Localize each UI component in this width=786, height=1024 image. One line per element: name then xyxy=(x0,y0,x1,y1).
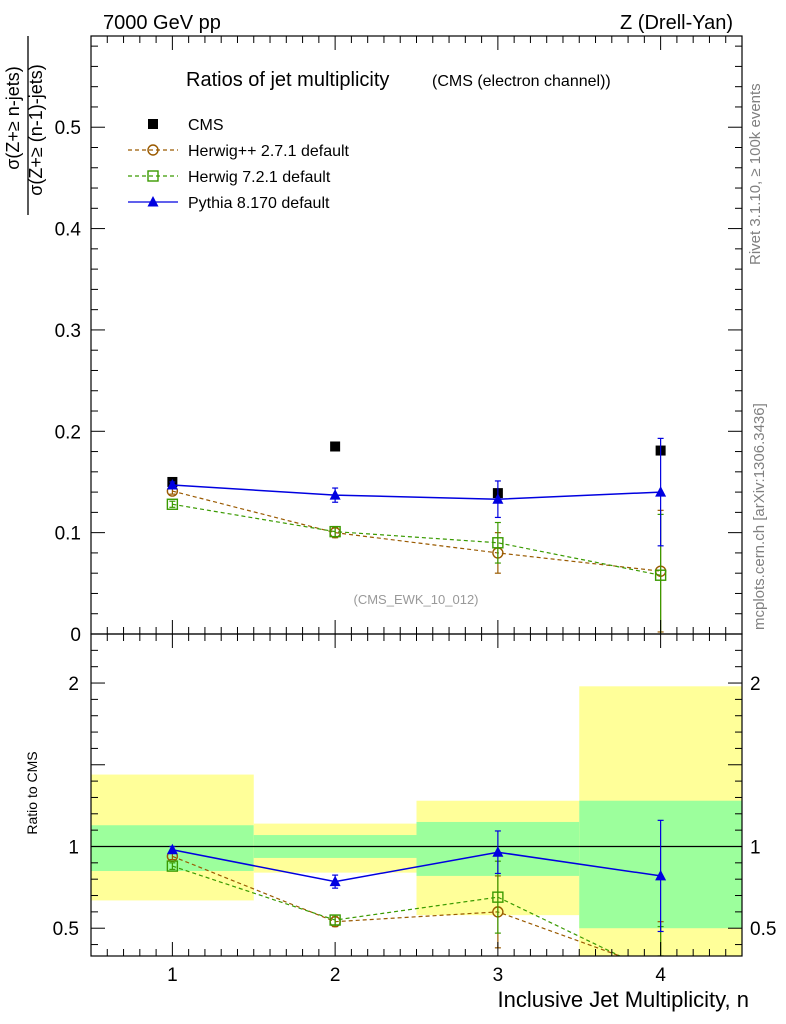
legend-item-herwigpp: Herwig++ 2.7.1 default xyxy=(128,143,350,160)
main-point-pythia xyxy=(492,493,504,504)
chart-title: Ratios of jet multiplicity xyxy=(186,69,389,91)
legend-label-herwigpp: Herwig++ 2.7.1 default xyxy=(188,143,350,160)
x-tick-label: 1 xyxy=(167,965,178,986)
ratio-series-pythia xyxy=(166,819,667,933)
ratio-panel-bands xyxy=(91,686,742,956)
ratio-point-herwig7 xyxy=(492,891,504,903)
ratio-point-pythia xyxy=(492,846,504,857)
main-panel-plot xyxy=(166,437,667,634)
x-axis-label: Inclusive Jet Multiplicity, n xyxy=(498,987,749,1012)
ratio-y-tick-label-left: 0.5 xyxy=(53,919,79,940)
legend-label-cms: CMS xyxy=(188,117,224,134)
ratio-y-tick-label-right: 0.5 xyxy=(750,919,776,940)
ratio-point-herwig7 xyxy=(166,860,179,872)
main-y-tick-label: 0.3 xyxy=(55,321,81,342)
ratio-line-pythia xyxy=(172,849,661,883)
legend-marker-cms xyxy=(148,119,158,129)
ratio-y-tick-label-right: 1 xyxy=(750,837,761,858)
main-y-tick-label: 0 xyxy=(70,625,81,646)
ratio-point-pythia xyxy=(655,869,667,881)
ratio-series-herwig7 xyxy=(166,860,664,956)
main-y-tick-label: 0.4 xyxy=(55,220,82,241)
ratio-line-herwig7 xyxy=(172,865,622,956)
main-point-herwig7 xyxy=(654,569,667,581)
rivet-version-label: Rivet 3.1.10, ≥ 100k events xyxy=(747,83,764,265)
main-point-herwig7 xyxy=(492,537,504,549)
main-series-herwigpp xyxy=(166,485,667,633)
y-label-numerator: σ(Z+≥ n-jets) xyxy=(3,66,23,170)
analysis-id-label: (CMS_EWK_10_012) xyxy=(354,592,479,607)
main-series-herwig7 xyxy=(166,498,667,634)
main-point-herwig7 xyxy=(166,498,179,510)
ratio-panel-frame: 0.5 0.5 1 1 2 2 1 2 3 4 xyxy=(53,633,776,986)
main-point-herwig7 xyxy=(329,525,341,538)
ratio-point-pythia xyxy=(329,875,341,887)
main-y-tick-label: 0.5 xyxy=(55,118,81,139)
ratio-panel-plot xyxy=(166,819,667,956)
main-line-herwig7 xyxy=(172,503,661,576)
ratio-y-axis-label: Ratio to CMS xyxy=(24,751,40,834)
ratio-point-pythia xyxy=(166,843,178,855)
ratio-y-tick-label-left: 2 xyxy=(68,674,79,695)
legend-label-pythia: Pythia 8.170 default xyxy=(188,195,330,212)
chart-subtitle: (CMS (electron channel)) xyxy=(432,73,611,90)
main-y-tick-label: 0.1 xyxy=(55,524,81,545)
legend-label-herwig7: Herwig 7.2.1 default xyxy=(188,169,331,186)
main-point-pythia xyxy=(166,479,178,490)
mcplots-reference-label: mcplots.cern.ch [arXiv:1306.3436] xyxy=(751,403,768,630)
ratio-y-tick-label-right: 2 xyxy=(750,674,761,695)
main-y-tick-label: 0.2 xyxy=(55,422,81,443)
legend-marker-herwigpp xyxy=(147,144,159,156)
legend-item-cms: CMS xyxy=(148,117,224,134)
main-line-herwigpp xyxy=(172,490,661,572)
ratio-line-herwigpp xyxy=(172,855,622,956)
x-tick-label: 4 xyxy=(655,965,666,986)
main-point-pythia xyxy=(329,489,341,500)
legend-item-pythia: Pythia 8.170 default xyxy=(128,195,330,212)
main-y-axis-label: σ(Z+≥ n-jets) σ(Z+≥ (n-1)-jets) xyxy=(3,36,46,215)
main-point-pythia xyxy=(655,486,667,497)
legend-marker-herwig7 xyxy=(147,170,159,182)
legend: CMS Herwig++ 2.7.1 default Herwig 7.2.1 de… xyxy=(128,117,350,212)
x-tick-label: 3 xyxy=(493,965,504,986)
legend-marker-pythia xyxy=(147,196,159,207)
collision-energy-label: 7000 GeV pp xyxy=(103,12,221,34)
process-label: Z (Drell-Yan) xyxy=(620,12,733,34)
ratio-y-tick-label-left: 1 xyxy=(68,837,79,858)
main-series-pythia xyxy=(166,437,667,547)
y-label-denominator: σ(Z+≥ (n-1)-jets) xyxy=(26,64,46,196)
x-tick-label: 2 xyxy=(330,965,341,986)
ratio-point-herwig7 xyxy=(329,914,341,926)
legend-item-herwig7: Herwig 7.2.1 default xyxy=(128,169,331,186)
main-line-pythia xyxy=(172,484,661,500)
main-point-cms xyxy=(330,441,341,452)
